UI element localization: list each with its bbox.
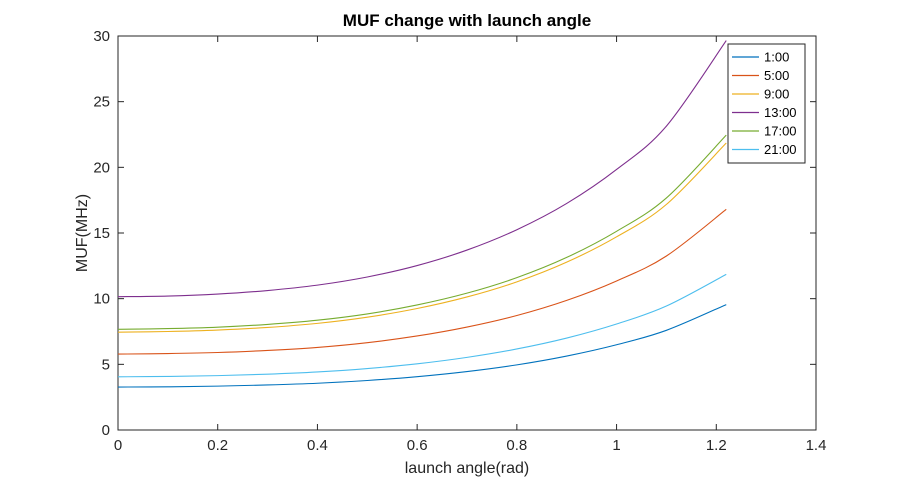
x-axis-label: launch angle(rad)	[405, 460, 530, 477]
y-axis: 0 5 10 15 20 25 30	[93, 28, 816, 439]
y-tick-label: 20	[93, 159, 110, 176]
legend-label: 5:00	[764, 68, 789, 83]
y-tick-label: 15	[93, 225, 110, 242]
legend-label: 9:00	[764, 87, 789, 102]
x-tick-label: 0.6	[407, 437, 428, 454]
legend-box	[727, 43, 806, 164]
legend: 1:00 5:00 9:00 13:00 17:00 21:00	[727, 43, 806, 164]
y-tick-label: 30	[93, 28, 110, 45]
x-tick-label: 0.2	[207, 437, 228, 454]
series-line-1300	[117, 40, 727, 298]
y-axis-label: MUF(MHz)	[74, 194, 91, 272]
legend-label: 13:00	[764, 105, 797, 120]
y-tick-label: 25	[93, 94, 110, 111]
x-tick-label: 1	[612, 437, 620, 454]
x-tick-label: 1.2	[706, 437, 727, 454]
chart-title: MUF change with launch angle	[343, 11, 591, 30]
x-tick-label: 1.4	[806, 437, 827, 454]
y-tick-label: 0	[102, 422, 110, 439]
series-line-100	[117, 304, 727, 388]
series-line-900	[117, 142, 727, 333]
series-lines	[117, 40, 727, 388]
series-line-1700	[117, 134, 727, 330]
legend-label: 17:00	[764, 124, 797, 139]
legend-label: 1:00	[764, 50, 789, 65]
legend-label: 21:00	[764, 142, 797, 157]
plot-area	[117, 35, 817, 431]
x-tick-label: 0.8	[506, 437, 527, 454]
y-tick-label: 5	[102, 356, 110, 373]
series-line-2100	[117, 273, 727, 378]
series-line-500	[117, 208, 727, 355]
x-axis: 0 0.2 0.4 0.6 0.8 1 1.2 1.4	[114, 36, 827, 454]
x-tick-label: 0.4	[307, 437, 328, 454]
x-tick-label: 0	[114, 437, 122, 454]
y-tick-label: 10	[93, 291, 110, 308]
